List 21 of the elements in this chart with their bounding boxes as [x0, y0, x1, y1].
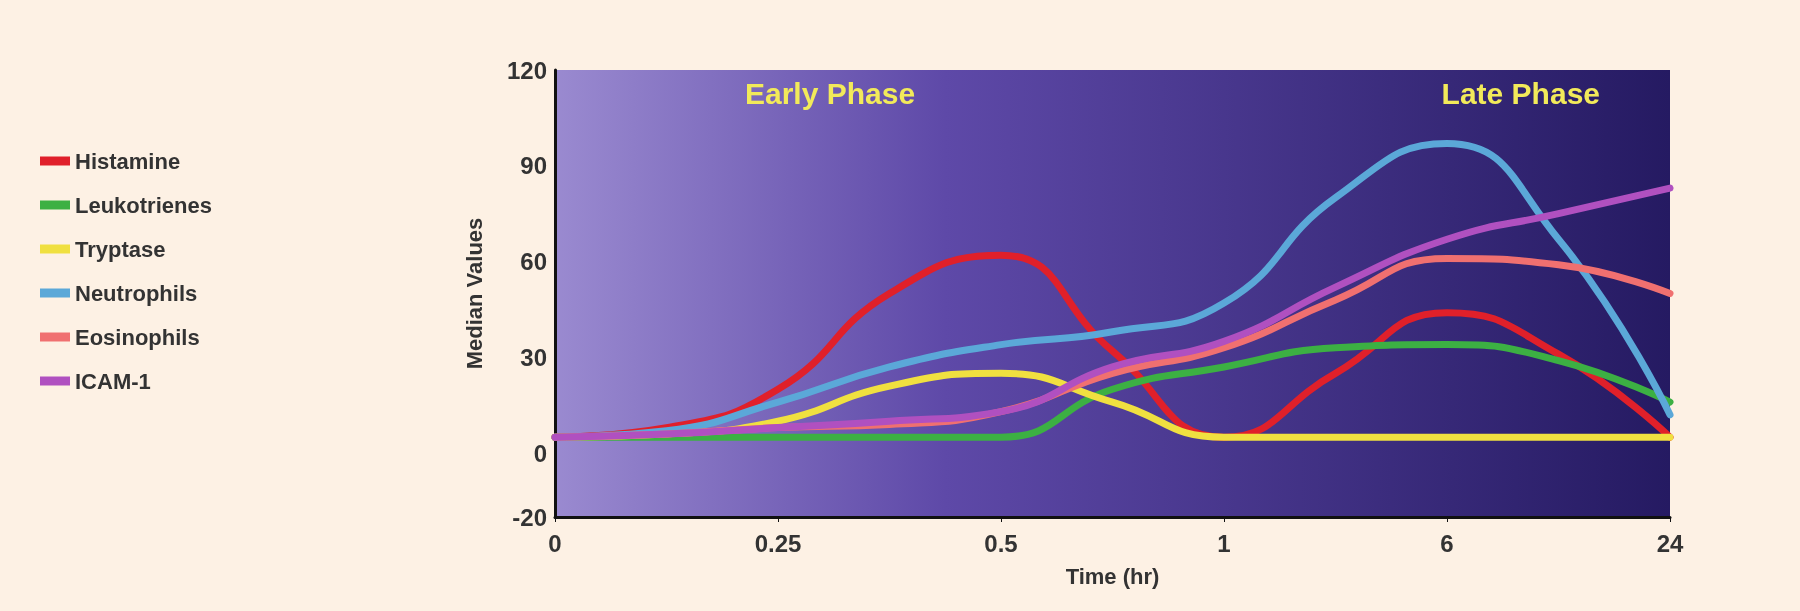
legend-label: ICAM-1	[75, 368, 151, 394]
legend-label: Eosinophils	[75, 324, 200, 350]
x-tick-label: 6	[1440, 529, 1454, 557]
x-tick-label: 0.5	[984, 529, 1018, 557]
y-tick-label: -20	[512, 503, 547, 531]
annotation: Early Phase	[745, 76, 916, 110]
y-tick-label: 90	[520, 152, 547, 180]
y-axis-title: Median Values	[461, 217, 487, 370]
x-axis-title: Time (hr)	[1065, 563, 1160, 589]
y-tick-label: 0	[533, 439, 547, 467]
legend-label: Leukotrienes	[75, 192, 212, 218]
x-tick-label: 1	[1217, 529, 1231, 557]
legend-label: Neutrophils	[75, 280, 198, 306]
x-tick-label: 0.25	[754, 529, 802, 557]
y-tick-label: 120	[506, 56, 547, 84]
x-tick-label: 24	[1656, 529, 1684, 557]
legend-label: Tryptase	[75, 236, 166, 262]
y-tick-label: 60	[520, 248, 547, 276]
legend-label: Histamine	[75, 148, 181, 174]
annotation: Late Phase	[1441, 76, 1601, 110]
y-tick-label: 30	[520, 343, 547, 371]
